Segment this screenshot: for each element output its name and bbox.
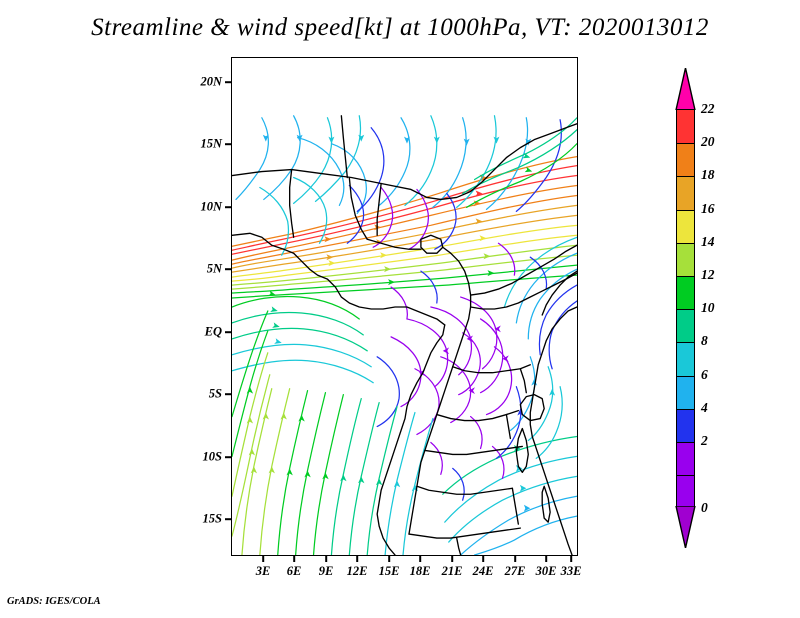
ytick-mark [225, 518, 231, 520]
streamline-layer [232, 115, 577, 555]
map-plot-area: 20N 15N 10N 5N EQ 5S 10S 15S 3E 6E 9E 12… [200, 57, 581, 578]
colorbar-tick-0: 0 [701, 500, 708, 515]
ytick-label-10N: 10N [200, 199, 222, 214]
colorbar-tick-14: 14 [701, 233, 715, 249]
xtick-label-33E: 33E [560, 564, 582, 578]
xtick-mark [451, 556, 453, 562]
xtick-label-3E: 3E [255, 564, 271, 578]
colorbar-tick-2: 2 [701, 433, 708, 448]
colorbar-cap-top [675, 68, 696, 110]
colorbar-band [677, 110, 694, 144]
colorbar-bands [676, 109, 695, 508]
xtick-label-12E: 12E [346, 564, 368, 578]
colorbar-cap-bottom [675, 506, 696, 548]
ytick-label-15S: 15S [202, 511, 222, 526]
colorbar-tick-4: 4 [701, 399, 708, 415]
colorbar-tick-16: 16 [701, 200, 715, 216]
xtick-mark [570, 556, 572, 562]
colorbar-band [677, 342, 694, 376]
grads-attribution: GrADS: IGES/COLA [7, 596, 101, 607]
ytick-label-5N: 5N [206, 261, 222, 276]
colorbar-band [677, 442, 694, 476]
colorbar-tick-8: 8 [701, 333, 708, 349]
colorbar-tick-20: 20 [701, 134, 715, 150]
plot-frame [231, 57, 578, 556]
colorbar-band [677, 209, 694, 243]
xtick-label-21E: 21E [441, 564, 463, 578]
xtick-mark [356, 556, 358, 562]
colorbar-legend: 22 20 18 16 14 12 10 8 6 4 2 0 [675, 68, 715, 548]
xtick-label-15E: 15E [378, 564, 400, 578]
ytick-mark [225, 81, 231, 83]
coastline-layer [232, 115, 577, 555]
xtick-mark [388, 556, 390, 562]
xtick-label-6E: 6E [286, 564, 302, 578]
ytick-mark [225, 393, 231, 395]
colorbar-band [677, 176, 694, 210]
ytick-mark [225, 268, 231, 270]
colorbar-band [677, 408, 694, 442]
xtick-mark [262, 556, 264, 562]
colorbar-band [677, 309, 694, 343]
ytick-label-5S: 5S [208, 386, 222, 401]
colorbar-band [677, 375, 694, 409]
xtick-mark [514, 556, 516, 562]
ytick-mark [225, 331, 231, 333]
xtick-mark [545, 556, 547, 562]
xtick-mark [325, 556, 327, 562]
colorbar-band [677, 143, 694, 177]
xtick-label-9E: 9E [318, 564, 334, 578]
colorbar-tick-10: 10 [701, 300, 715, 316]
xtick-mark [293, 556, 295, 562]
xtick-label-24E: 24E [472, 564, 494, 578]
ytick-mark [225, 456, 231, 458]
streamline-map [232, 115, 577, 555]
ytick-label-15N: 15N [200, 136, 222, 151]
ytick-label-20N: 20N [200, 74, 222, 89]
colorbar-tick-6: 6 [701, 366, 708, 382]
colorbar-tick-18: 18 [701, 167, 715, 183]
xtick-label-27E: 27E [504, 564, 526, 578]
ytick-label-10S: 10S [202, 449, 222, 464]
colorbar-band [677, 276, 694, 310]
colorbar-tick-22: 22 [701, 101, 715, 116]
ytick-mark [225, 206, 231, 208]
xtick-label-18E: 18E [409, 564, 431, 578]
xtick-mark [419, 556, 421, 562]
colorbar-band [677, 475, 694, 508]
xtick-label-30E: 30E [535, 564, 557, 578]
ytick-label-EQ: EQ [204, 324, 222, 339]
ytick-mark [225, 143, 231, 145]
colorbar-tick-12: 12 [701, 267, 715, 282]
colorbar-band [677, 242, 694, 276]
chart-title: Streamline & wind speed[kt] at 1000hPa, … [91, 14, 709, 41]
xtick-mark [482, 556, 484, 562]
